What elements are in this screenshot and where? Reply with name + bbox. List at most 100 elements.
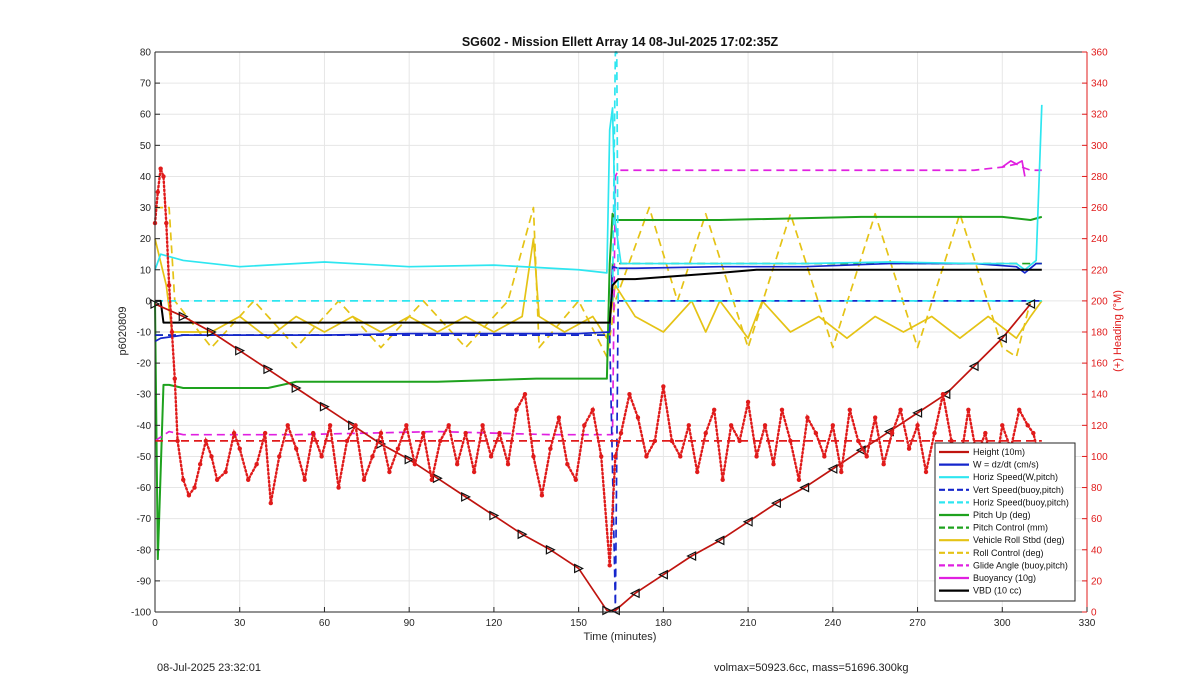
depth-marker xyxy=(489,510,500,521)
y-tick-label: 0 xyxy=(145,296,151,307)
depth-marker xyxy=(714,535,725,546)
legend-label-glide_angle: Glide Angle (buoy,pitch) xyxy=(973,560,1068,570)
y-right-tick-label: 280 xyxy=(1091,172,1108,183)
y-tick-label: -50 xyxy=(137,452,152,463)
depth-marker xyxy=(574,563,584,574)
depth-marker xyxy=(291,383,302,393)
y-right-tick-label: 240 xyxy=(1091,234,1108,245)
series-vbd xyxy=(155,268,1042,324)
y-right-tick-label: 320 xyxy=(1091,110,1108,121)
y-right-tick-label: 260 xyxy=(1091,203,1108,214)
x-tick-label: 0 xyxy=(152,618,158,629)
y-right-tick-label: 100 xyxy=(1091,452,1108,463)
series-glide_angle xyxy=(154,163,1042,442)
legend-label-vert_speed_buoy: Vert Speed(buoy,pitch) xyxy=(973,485,1064,495)
y-tick-label: 50 xyxy=(140,141,152,152)
x-tick-label: 330 xyxy=(1079,618,1096,629)
legend-label-vbd: VBD (10 cc) xyxy=(973,586,1022,596)
y-tick-label: 40 xyxy=(140,172,152,183)
y-right-tick-label: 300 xyxy=(1091,141,1108,152)
legend-label-horiz_speed_w: Horiz Speed(W,pitch) xyxy=(973,472,1058,482)
y-right-tick-label: 80 xyxy=(1091,483,1103,494)
legend-label-pitch_up: Pitch Up (deg) xyxy=(973,510,1031,520)
legend-label-vehicle_roll: Vehicle Roll Stbd (deg) xyxy=(973,535,1065,545)
x-axis-label: Time (minutes) xyxy=(584,631,657,643)
depth-marker xyxy=(742,516,753,527)
legend-label-buoyancy: Buoyancy (10g) xyxy=(973,573,1036,583)
series-buoyancy xyxy=(1001,160,1026,177)
depth-marker xyxy=(178,311,189,322)
labels: SG602 - Mission Ellett Array 14 08-Jul-2… xyxy=(117,35,1124,643)
series-depth-markers xyxy=(150,299,1036,616)
depth-marker xyxy=(827,463,838,474)
legend-label-pitch_control: Pitch Control (mm) xyxy=(973,523,1048,533)
y-tick-label: -90 xyxy=(137,576,152,587)
y-right-tick-label: 340 xyxy=(1091,79,1108,90)
chart-title: SG602 - Mission Ellett Array 14 08-Jul-2… xyxy=(462,35,779,49)
x-tick-label: 270 xyxy=(909,618,926,629)
depth-marker xyxy=(263,364,274,375)
series-pitch_up xyxy=(154,212,1043,561)
series-layer xyxy=(150,51,1043,616)
depth-marker xyxy=(1025,299,1036,309)
legend-label-depth: Height (10m) xyxy=(973,447,1025,457)
depth-marker xyxy=(432,473,443,484)
y-right-tick-label: 200 xyxy=(1091,296,1108,307)
series-heading xyxy=(152,166,1042,568)
x-tick-label: 150 xyxy=(570,618,587,629)
y-tick-label: -60 xyxy=(137,483,152,494)
y-tick-label: -30 xyxy=(137,390,152,401)
depth-marker xyxy=(461,491,472,502)
y-right-tick-label: 60 xyxy=(1091,514,1103,525)
y-right-tick-label: 140 xyxy=(1091,390,1108,401)
depth-marker xyxy=(658,569,668,580)
depth-marker xyxy=(545,544,556,555)
y-right-tick-label: 160 xyxy=(1091,359,1108,370)
y-right-tick-label: 180 xyxy=(1091,328,1108,339)
y-tick-label: 60 xyxy=(140,110,152,121)
y-tick-label: 80 xyxy=(140,48,152,59)
legend-label-w: W = dz/dt (cm/s) xyxy=(973,460,1039,470)
y-right-tick-label: 220 xyxy=(1091,265,1108,276)
y-right-tick-label: 20 xyxy=(1091,576,1103,587)
x-tick-label: 30 xyxy=(234,618,246,629)
depth-marker xyxy=(629,588,640,599)
depth-marker xyxy=(770,498,781,509)
y-tick-label: 10 xyxy=(140,265,152,276)
legend-label-horiz_speed_buoy: Horiz Speed(buoy,pitch) xyxy=(973,497,1069,507)
axes: 0 30 60 90 120 150 180 210 240 270 300 330-100-90-8… xyxy=(131,48,1108,630)
depth-marker xyxy=(799,482,810,493)
heading-trace xyxy=(153,168,1041,566)
x-tick-label: 90 xyxy=(404,618,416,629)
y-axis-label: p6020809 xyxy=(117,307,129,356)
y-right-tick-label: 0 xyxy=(1091,608,1097,619)
depth-marker xyxy=(319,401,330,412)
y-tick-label: -10 xyxy=(137,328,152,339)
x-tick-label: 210 xyxy=(740,618,757,629)
y-right-tick-label: 360 xyxy=(1091,48,1108,59)
depth-marker xyxy=(996,333,1007,344)
depth-marker xyxy=(235,345,246,356)
x-tick-label: 120 xyxy=(486,618,503,629)
series-horiz_speed_w xyxy=(154,104,1043,274)
depth-marker xyxy=(517,529,528,540)
y-tick-label: -70 xyxy=(137,514,152,525)
y-right-tick-label: 120 xyxy=(1091,421,1108,432)
y-tick-label: -20 xyxy=(137,359,152,370)
depth-marker xyxy=(686,551,697,561)
y-tick-label: -40 xyxy=(137,421,152,432)
footer-summary: volmax=50923.6cc, mass=51696.300kg xyxy=(714,662,909,674)
depth-marker xyxy=(940,389,951,400)
depth-marker xyxy=(348,420,359,431)
depth-marker xyxy=(912,407,923,418)
y-tick-label: 30 xyxy=(140,203,152,214)
x-tick-label: 240 xyxy=(824,618,841,629)
depth-marker xyxy=(404,454,415,465)
legend-box xyxy=(934,442,1076,602)
y-right-tick-label: 40 xyxy=(1091,545,1103,556)
depth-marker xyxy=(206,327,217,337)
y-tick-label: -100 xyxy=(131,608,151,619)
x-tick-label: 300 xyxy=(994,618,1011,629)
series-depth xyxy=(154,303,1032,612)
